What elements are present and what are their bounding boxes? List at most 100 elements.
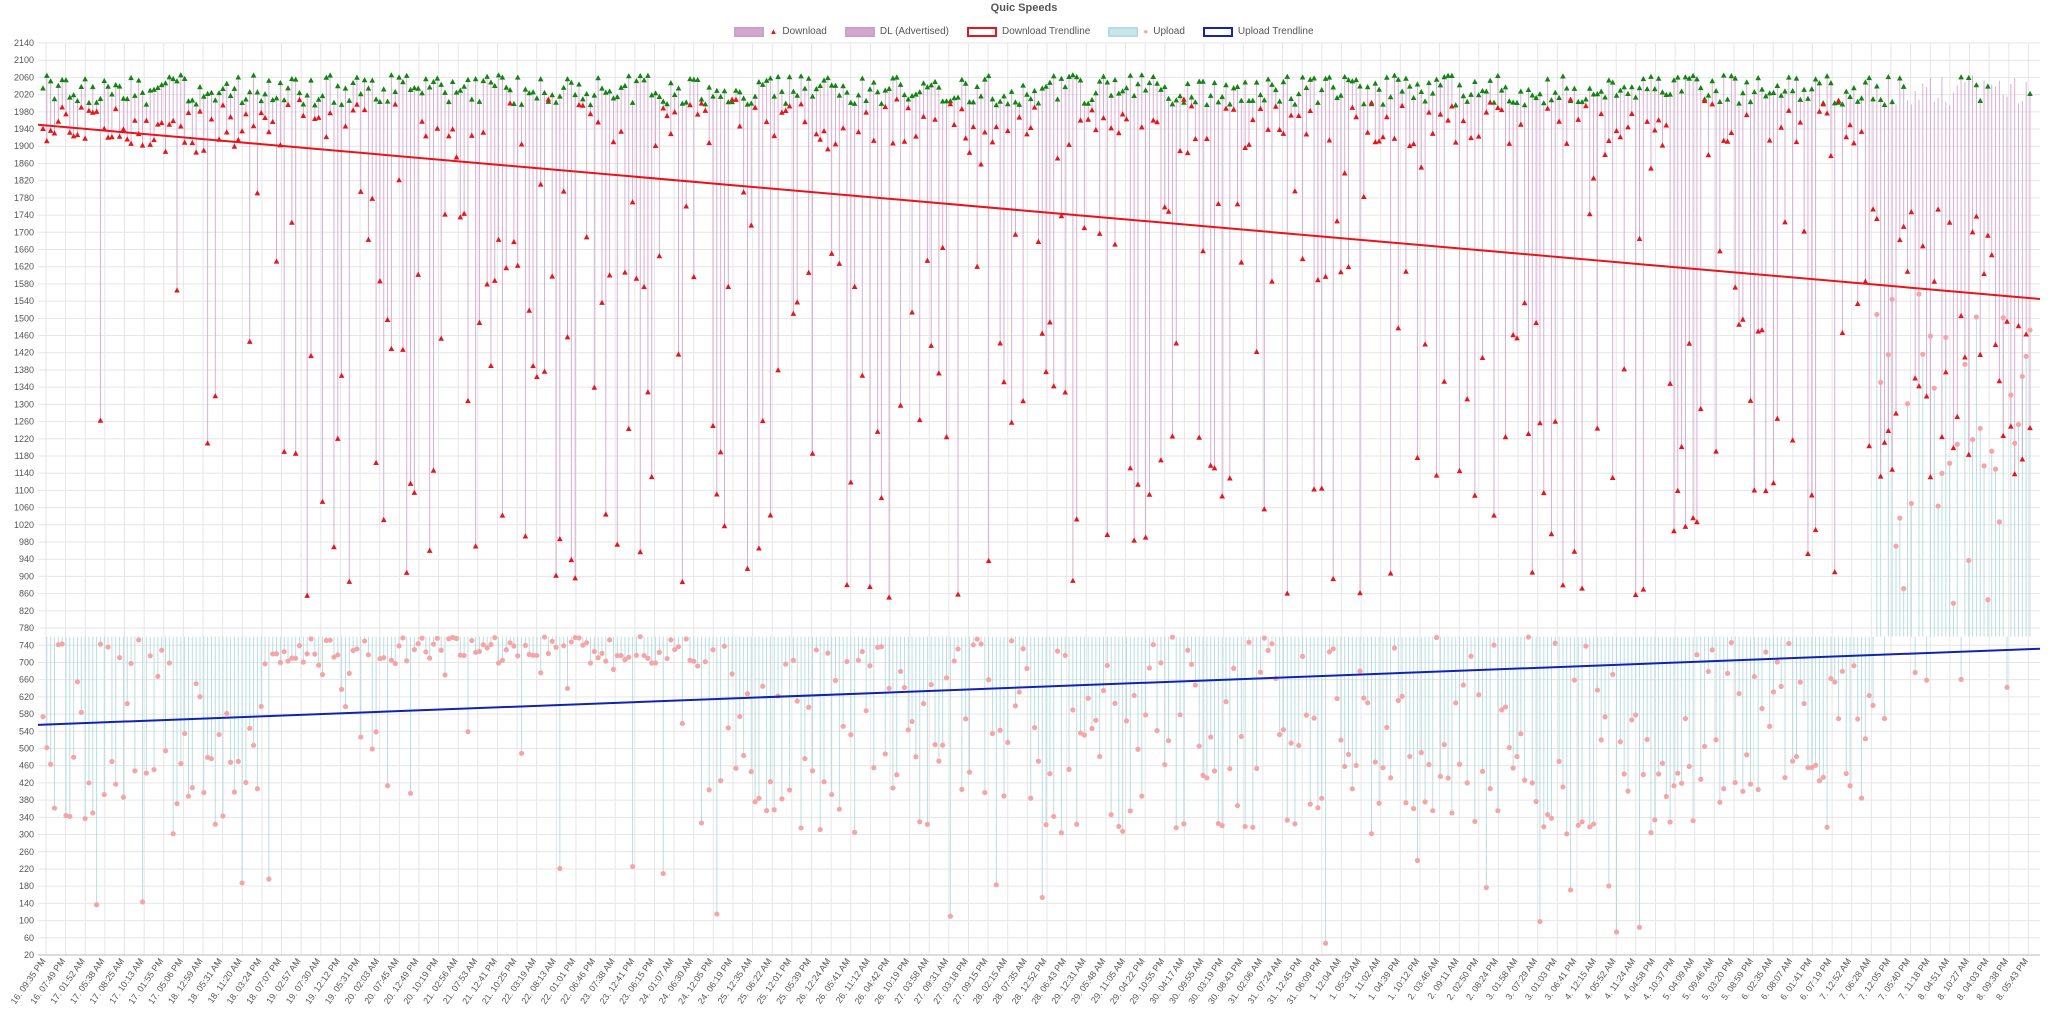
upload-point xyxy=(1411,806,1417,812)
download-point xyxy=(468,132,475,138)
advertised-point xyxy=(909,92,915,99)
advertised-point xyxy=(1521,102,1528,108)
upload-point xyxy=(296,643,303,649)
upload-point xyxy=(1418,750,1424,756)
upload-point xyxy=(1790,758,1796,764)
legend-item-upload[interactable]: ● Upload xyxy=(1108,26,1185,37)
upload-drop-lines xyxy=(46,294,2031,944)
upload-point xyxy=(706,787,712,793)
download-point xyxy=(687,101,693,108)
advertised-point xyxy=(1682,74,1689,80)
download-point xyxy=(844,581,850,588)
advertised-point xyxy=(897,81,904,87)
upload-point xyxy=(365,652,372,658)
download-point xyxy=(786,103,793,109)
download-point xyxy=(1487,99,1493,105)
download-point xyxy=(1736,321,1742,327)
advertised-point xyxy=(507,87,513,93)
upload-point xyxy=(1813,762,1819,768)
advertised-point xyxy=(1012,99,1019,105)
download-point xyxy=(618,128,624,134)
download-point xyxy=(166,121,173,127)
download-point xyxy=(1674,487,1681,493)
download-point xyxy=(377,278,383,284)
download-point xyxy=(86,107,92,113)
upload-point xyxy=(756,795,762,801)
advertised-point xyxy=(599,85,605,91)
download-point xyxy=(1215,200,1222,207)
y-tick-label: 860 xyxy=(19,589,34,599)
upload-point xyxy=(1020,646,1026,652)
download-point xyxy=(897,402,904,408)
download-point xyxy=(162,148,169,154)
advertised-point xyxy=(583,90,590,97)
advertised-point xyxy=(993,102,1000,108)
download-point xyxy=(239,128,245,134)
download-point xyxy=(1835,97,1842,103)
download-point xyxy=(1422,341,1428,347)
y-tick-label: 260 xyxy=(19,847,34,857)
download-point xyxy=(319,498,326,504)
advertised-point xyxy=(591,92,598,98)
advertised-point xyxy=(166,74,173,80)
advertised-point xyxy=(901,91,908,98)
upload-point xyxy=(629,863,636,870)
upload-point xyxy=(1112,700,1118,707)
advertised-point xyxy=(537,76,544,82)
advertised-point xyxy=(200,93,207,99)
advertised-point xyxy=(1024,91,1030,97)
upload-point xyxy=(507,640,513,646)
download-point xyxy=(549,273,555,279)
upload-point xyxy=(331,654,337,660)
upload-point xyxy=(1322,940,1329,946)
legend-item-dl-advertised[interactable]: DL (Advertised) xyxy=(844,26,949,37)
y-tick-label: 1500 xyxy=(14,313,34,323)
upload-point xyxy=(1426,761,1432,768)
advertised-point xyxy=(1690,72,1696,78)
upload-point xyxy=(1989,448,1995,454)
advertised-point xyxy=(227,92,234,98)
upload-point xyxy=(495,660,502,666)
upload-point xyxy=(1254,765,1260,772)
legend-item-download-trendline[interactable]: Download Trendline xyxy=(966,26,1090,37)
download-point xyxy=(1740,316,1746,322)
upload-point xyxy=(1192,682,1198,688)
advertised-point xyxy=(1644,85,1650,92)
upload-point xyxy=(273,651,280,657)
upload-point xyxy=(78,709,84,715)
download-point xyxy=(518,141,525,147)
advertised-point xyxy=(580,96,586,102)
upload-point xyxy=(1594,687,1600,693)
advertised-point xyxy=(1192,99,1199,105)
upload-point xyxy=(1047,771,1053,777)
download-point xyxy=(189,139,196,146)
advertised-point xyxy=(1674,74,1681,80)
advertised-point xyxy=(1276,98,1283,104)
download-point xyxy=(1858,128,1865,134)
upload-point xyxy=(1074,821,1080,827)
download-point xyxy=(733,96,739,102)
upload-point xyxy=(1299,653,1306,659)
upload-point xyxy=(622,657,628,663)
upload-point xyxy=(702,659,708,665)
upload-point xyxy=(1150,641,1156,648)
advertised-point xyxy=(775,73,781,80)
advertised-point xyxy=(2027,90,2033,96)
download-point xyxy=(1556,118,1562,124)
advertised-point xyxy=(1047,79,1053,85)
download-point xyxy=(200,147,207,153)
y-tick-label: 100 xyxy=(19,916,34,926)
download-point xyxy=(1533,319,1539,326)
y-tick-label: 1380 xyxy=(14,365,34,375)
download-point xyxy=(1472,492,1478,498)
y-tick-label: 1860 xyxy=(14,158,34,168)
download-point xyxy=(1050,383,1057,389)
legend-item-upload-trendline[interactable]: Upload Trendline xyxy=(1202,26,1314,37)
advertised-point xyxy=(273,95,280,101)
legend-item-download[interactable]: ▲ Download xyxy=(734,26,827,37)
advertised-point xyxy=(924,84,931,90)
upload-point xyxy=(1927,333,1934,339)
upload-point xyxy=(170,831,176,837)
download-point xyxy=(384,316,391,322)
